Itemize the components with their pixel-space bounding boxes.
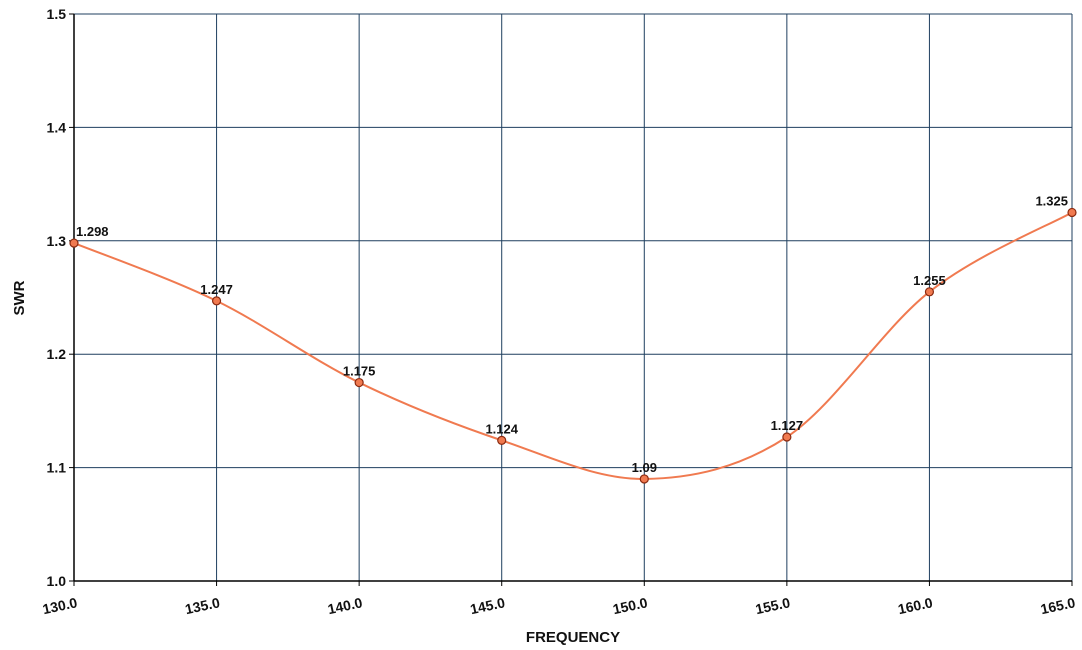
data-labels: 1.298 1.247 1.175 1.124 1.09 1.127 1.255 1.325: [76, 193, 1068, 474]
x-tick-label: 145.0: [469, 594, 507, 617]
x-tick-label: 160.0: [896, 594, 934, 617]
data-label: 1.127: [771, 418, 804, 433]
x-tick-label: 140.0: [326, 594, 364, 617]
y-tick-label: 1.3: [47, 233, 67, 249]
data-label: 1.298: [76, 224, 109, 239]
data-point: [211, 296, 222, 306]
data-point: [354, 377, 364, 388]
data-label: 1.255: [913, 273, 946, 288]
x-axis-title: FREQUENCY: [526, 629, 620, 646]
y-axis-title: SWR: [11, 280, 28, 315]
x-tick-label: 165.0: [1039, 594, 1077, 617]
data-label: 1.175: [343, 364, 376, 379]
x-tick-label: 150.0: [611, 594, 649, 617]
x-tick-label: 130.0: [41, 594, 79, 617]
data-point: [924, 287, 935, 297]
data-label: 1.09: [632, 460, 657, 475]
data-label: 1.247: [200, 282, 233, 297]
data-point: [782, 432, 792, 442]
series-line: [73, 211, 1073, 480]
x-tick-label: 155.0: [754, 594, 792, 617]
y-tick-label: 1.2: [47, 346, 67, 362]
y-tick-label: 1.1: [47, 460, 67, 476]
series-swr: [69, 207, 1077, 484]
data-point: [639, 474, 649, 484]
axes: [73, 14, 1072, 582]
grid-lines: [73, 13, 1073, 582]
data-point: [1067, 207, 1077, 218]
x-tick-label: 135.0: [184, 594, 222, 617]
y-axis-ticks: 1.0 1.1 1.2 1.3 1.4 1.5: [47, 6, 74, 589]
data-label: 1.124: [485, 421, 518, 436]
data-point: [497, 435, 507, 445]
x-axis-ticks: 130.0 135.0 140.0 145.0 150.0 155.0 160.0 165.0: [41, 581, 1077, 617]
data-label: 1.325: [1035, 193, 1068, 208]
data-point: [69, 238, 79, 248]
y-tick-label: 1.5: [47, 6, 67, 22]
y-tick-label: 1.4: [47, 119, 67, 135]
y-tick-label: 1.0: [47, 573, 67, 589]
